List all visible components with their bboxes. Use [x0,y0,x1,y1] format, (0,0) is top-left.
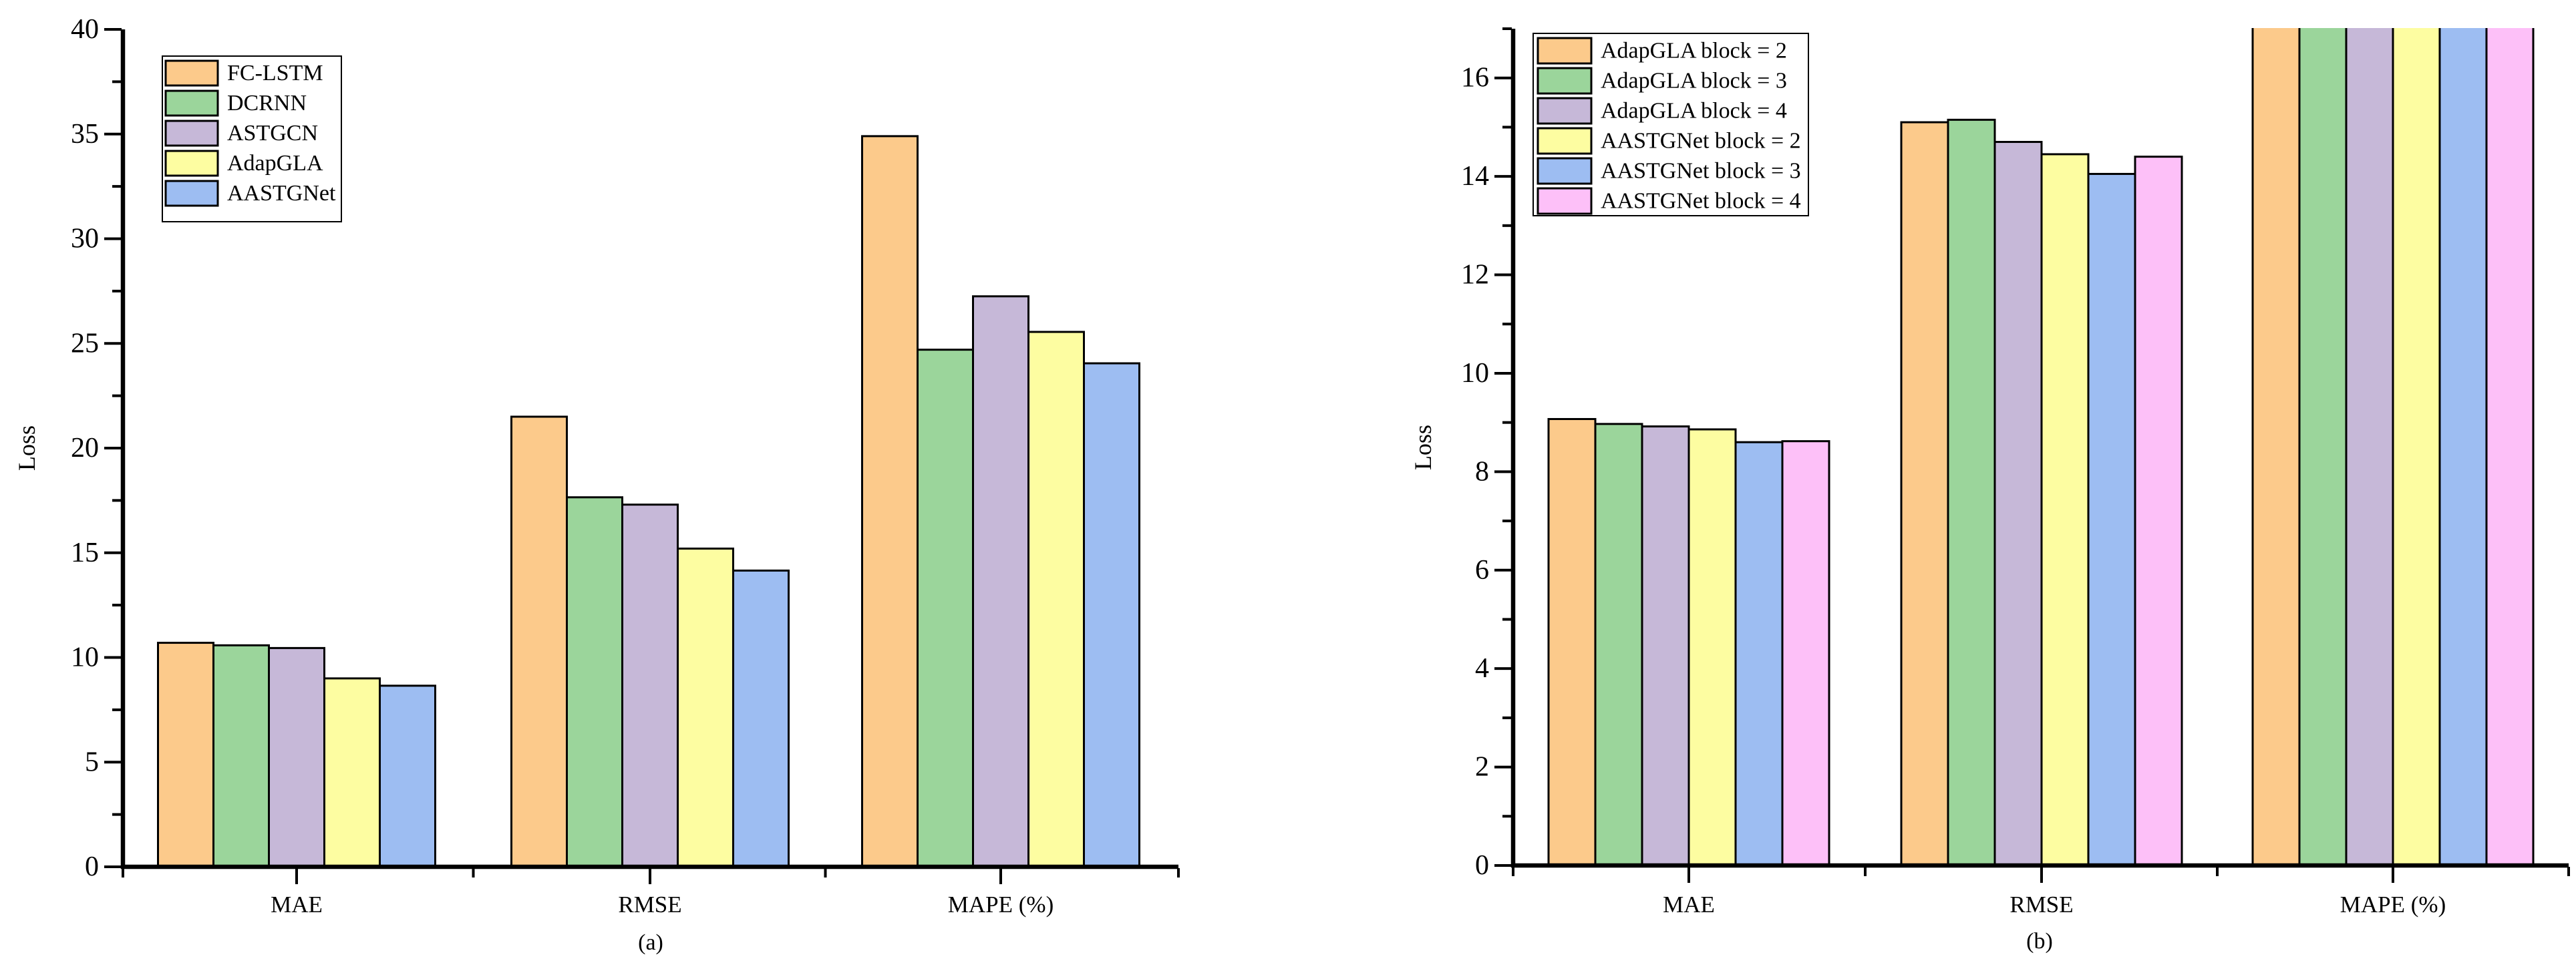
chart-a-canvas: 0 5 10 15 20 25 30 35 40 MAE RMSE MAPE (%) Loss (a) FC… [13,14,1180,955]
bar-b-rmse-s1 [1947,118,1996,867]
bar-b-mape-s1 [2298,28,2348,867]
bar-b-mae-s4 [1734,441,1784,867]
y-tick-label: 30 [71,224,99,254]
bar-b-mape-s0 [2251,28,2301,867]
y-tick-label: 10 [1461,358,1489,389]
bar-a-rmse-s2 [621,504,679,868]
bar-b-mae-s3 [1687,428,1737,867]
bar-a-rmse-s3 [677,547,734,868]
legend-label: AASTGNet block = 4 [1601,189,1801,214]
legend-swatch [164,120,219,147]
bar-a-mape-s1 [917,349,974,868]
y-tick-label: 0 [85,851,99,882]
legend-swatch [1537,97,1593,125]
chart-b-canvas: 0 2 4 6 8 10 12 14 16 MAE RMSE MAPE (%) Loss (b) AdapG… [1410,27,2570,954]
bar-b-rmse-s3 [2040,153,2090,867]
y-tick-label: 25 [71,328,99,359]
y-tick-label: 35 [71,119,99,150]
legend-swatch [164,89,219,117]
bar-b-rmse-s4 [2087,172,2136,867]
bar-b-mape-s5 [2485,28,2535,867]
bar-b-rmse-s0 [1900,121,1949,867]
bar-a-mape-s4 [1083,362,1140,868]
y-tick-label: 16 [1461,63,1489,93]
bar-b-mape-s2 [2345,28,2394,867]
legend-swatch [1537,67,1593,95]
x-category-label: MAPE (%) [948,892,1054,918]
bar-b-mae-s1 [1594,423,1643,867]
y-tick-label: 15 [71,538,99,568]
y-tick-label: 20 [71,433,99,463]
bar-b-mae-s5 [1781,440,1830,867]
y-tick-label: 10 [71,642,99,673]
legend: AdapGLA block = 2 AdapGLA block = 3 AdapGL… [1533,33,1809,216]
bar-a-mae-s3 [323,677,381,868]
y-tick-label: 40 [71,14,99,45]
y-tick-label: 0 [1475,850,1489,881]
bar-a-rmse-s0 [510,415,568,868]
y-axis-title: Loss [1410,425,1436,470]
legend-label: AASTGNet block = 2 [1601,129,1801,154]
bar-a-rmse-s4 [732,569,790,868]
legend-swatch [164,59,219,87]
bar-a-rmse-s1 [566,496,623,868]
y-axis-title: Loss [13,425,40,471]
y-tick-label: 4 [1475,653,1489,684]
bars-group [157,135,1140,868]
bar-b-mape-s3 [2392,28,2441,867]
y-tick-label: 12 [1461,260,1489,290]
bar-a-mape-s3 [1027,331,1085,868]
y-tick-label: 14 [1461,161,1489,192]
chart-panel-b: 0 2 4 6 8 10 12 14 16 MAE RMSE MAPE (%) Loss (b) AdapG… [1288,0,2576,976]
legend-label: FC-LSTM [227,61,323,85]
bar-b-mae-s2 [1641,425,1690,867]
legend-swatch [1537,187,1593,215]
x-category-label: RMSE [618,892,681,918]
legend-swatch [164,180,219,207]
bar-a-mae-s0 [157,642,214,868]
legend-label: ASTGCN [227,121,318,146]
legend-label: AdapGLA block = 4 [1601,99,1787,124]
y-tick-label: 6 [1475,555,1489,586]
bar-a-mape-s0 [861,135,919,868]
legend-label: AASTGNet block = 3 [1601,159,1801,184]
y-tick-label: 2 [1475,752,1489,783]
bar-b-mae-s0 [1547,417,1597,867]
bar-a-mape-s2 [972,295,1029,868]
legend-label: AdapGLA [227,151,323,176]
subplot-caption: (a) [638,930,663,955]
subplot-caption: (b) [2026,929,2053,954]
y-tick-label: 5 [85,747,99,777]
legend: FC-LSTM DCRNN ASTGCN AdapGLA AASTGNet [162,55,342,222]
legend-swatch [1537,37,1593,65]
x-category-label: MAE [1663,892,1715,918]
legend-swatch [164,150,219,177]
x-category-label: RMSE [2009,892,2073,918]
legend-label: AdapGLA block = 2 [1601,39,1787,63]
legend-swatch [1537,157,1593,185]
bar-a-mae-s1 [212,644,270,868]
legend-label: AASTGNet [227,181,336,206]
legend-label: AdapGLA block = 3 [1601,69,1787,93]
legend-label: DCRNN [227,91,307,116]
bar-a-mae-s4 [379,684,436,868]
x-category-label: MAE [271,892,323,918]
bar-b-rmse-s5 [2134,156,2183,867]
legend-swatch [1537,127,1593,155]
bar-a-mae-s2 [268,646,325,868]
chart-panel-a: 0 5 10 15 20 25 30 35 40 MAE RMSE MAPE (%) Loss (a) FC… [0,0,1288,976]
bar-b-rmse-s2 [1993,141,2043,867]
bars-group [1547,28,2535,867]
y-tick-label: 8 [1475,456,1489,487]
bar-b-mape-s4 [2438,28,2488,867]
x-category-label: MAPE (%) [2340,892,2446,918]
